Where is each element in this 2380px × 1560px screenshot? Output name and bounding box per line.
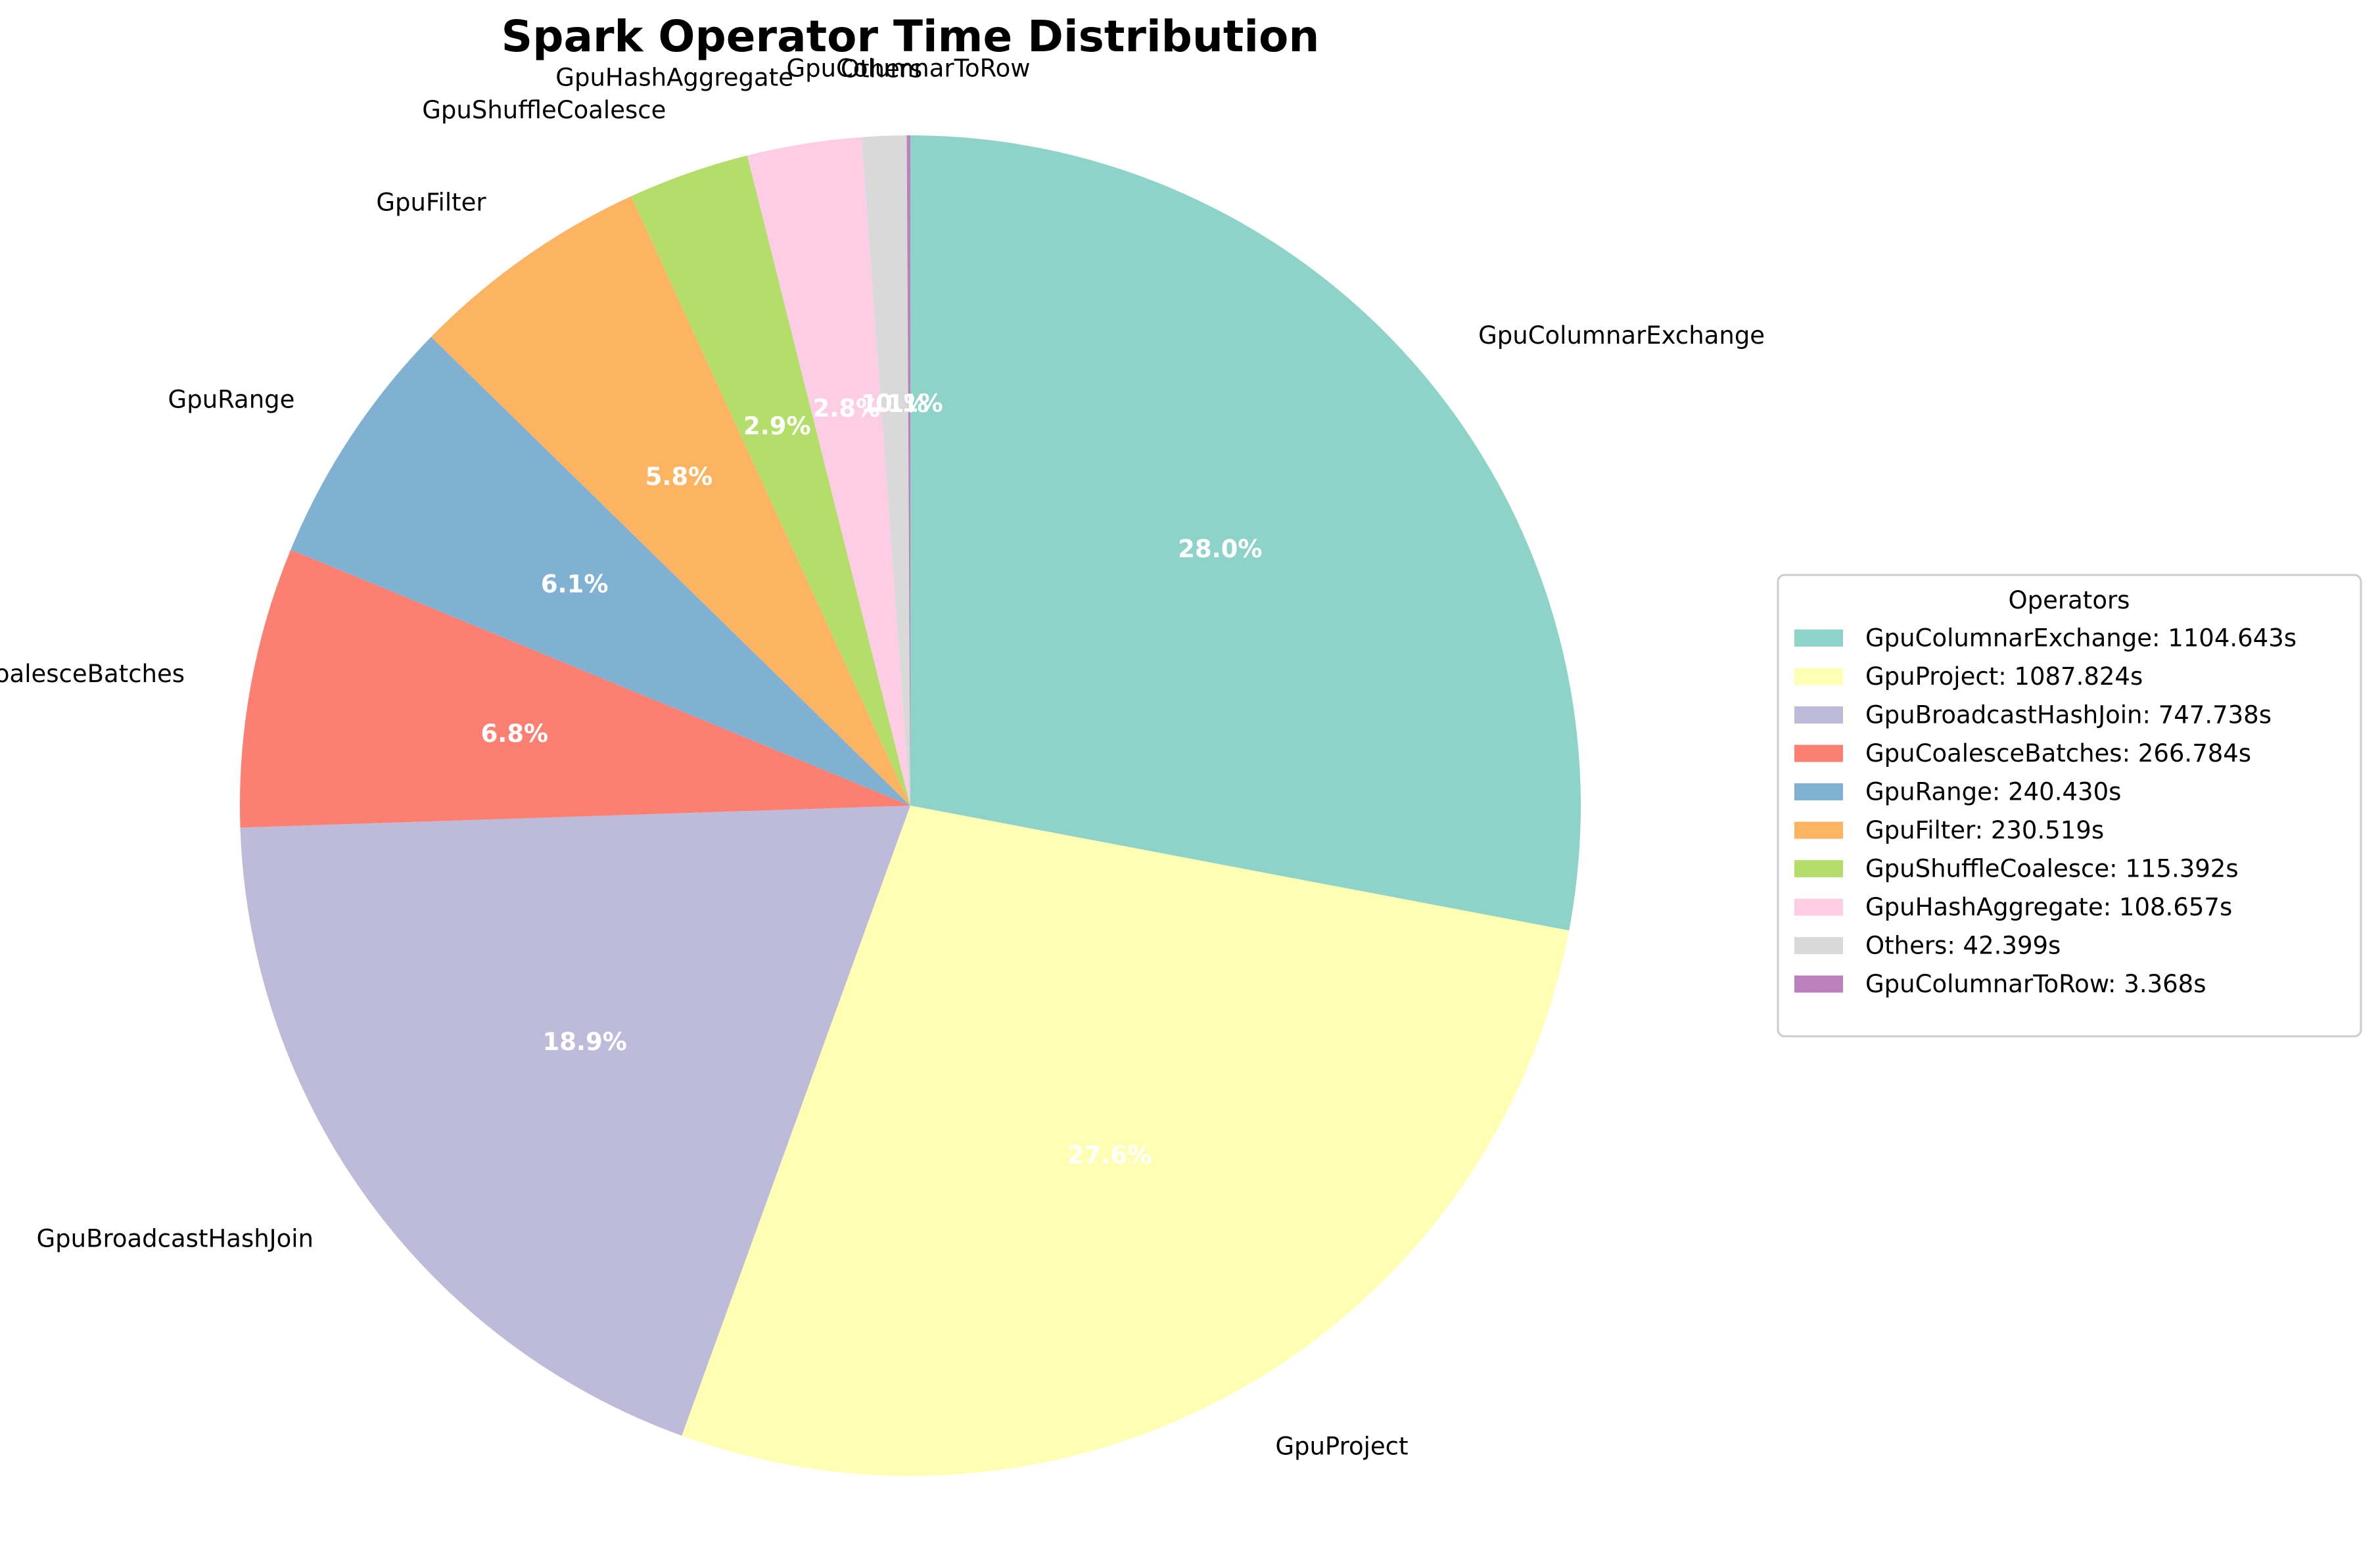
pct-label-gpucoalescebatches: 6.8%	[481, 720, 549, 748]
pct-label-gpuhashaggregate: 2.8%	[813, 394, 881, 423]
legend-label-gpuproject: GpuProject: 1087.824s	[1865, 662, 2143, 691]
legend-title: Operators	[2009, 586, 2130, 614]
legend-swatch-gpuproject	[1794, 668, 1843, 685]
slice-label-gpurange: GpuRange	[168, 386, 295, 414]
pct-label-others: 1.1%	[861, 390, 929, 418]
slice-label-gpubroadcasthashjoin: GpuBroadcastHashJoin	[36, 1225, 314, 1253]
legend-label-gpucoalescebatches: GpuCoalesceBatches: 266.784s	[1865, 739, 2251, 768]
percentage-labels: 28.0% 27.6% 18.9% 6.8% 6.1% 5.8% 2.9%2.8%1.1%0…	[481, 390, 1263, 1170]
legend-label-gpucolumnarexchange: GpuColumnarExchange: 1104.643s	[1865, 624, 2297, 653]
legend-label-gpubroadcasthashjoin: GpuBroadcastHashJoin: 747.738s	[1865, 701, 2272, 729]
slice-label-gpucoalescebatches: GpuCoalesceBatches	[0, 660, 185, 688]
legend-swatch-gpuhashaggregate	[1794, 898, 1843, 916]
legend: Operators GpuColumnarExchange: 1104.643s…	[1777, 574, 2362, 1038]
pct-label-gpurange: 6.1%	[541, 570, 609, 599]
slice-label-gpucolumnartorow: GpuColumnarToRow	[786, 55, 1030, 83]
legend-label-gpushufflecoalesce: GpuShuffleCoalesce: 115.392s	[1865, 855, 2239, 883]
pie-slice-gpubroadcasthashjoin	[240, 806, 911, 1436]
slice-label-others: Others	[841, 55, 922, 83]
legend-swatch-gpucolumnartorow	[1794, 975, 1843, 993]
pie-slice-gpuhashaggregate	[747, 137, 910, 806]
legend-swatch-gpurange	[1794, 783, 1843, 800]
pct-label-gpufilter: 5.8%	[645, 463, 713, 491]
category-labels: GpuColumnarExchange GpuProject GpuBroadcas…	[0, 55, 1765, 1461]
legend-label-others: Others: 42.399s	[1865, 932, 2061, 960]
slice-label-gpuhashaggregate: GpuHashAggregate	[555, 64, 793, 92]
legend-label-gpuhashaggregate: GpuHashAggregate: 108.657s	[1865, 893, 2232, 921]
slice-label-gpucolumnarexchange: GpuColumnarExchange	[1478, 321, 1765, 350]
pct-label-gpucolumnarexchange: 28.0%	[1178, 535, 1262, 563]
pie-slice-gpufilter	[431, 196, 910, 806]
legend-frame	[1777, 574, 2362, 1038]
pie-slice-gpuproject	[682, 806, 1570, 1476]
pct-label-gpucolumnartorow: 0.1%	[875, 390, 943, 418]
legend-items: GpuColumnarExchange: 1104.643s GpuProject…	[1794, 624, 2297, 998]
slice-label-gpuproject: GpuProject	[1275, 1432, 1408, 1460]
legend-swatch-gpubroadcasthashjoin	[1794, 706, 1843, 723]
pct-label-gpubroadcasthashjoin: 18.9%	[543, 1028, 627, 1056]
pie-slice-gpurange	[291, 336, 910, 806]
pie-slice-gpucolumnarexchange	[910, 135, 1581, 930]
slice-label-gpushufflecoalesce: GpuShuffleCoalesce	[422, 96, 666, 124]
pie-slice-gpucoalescebatches	[240, 549, 910, 828]
pie-slice-others	[861, 135, 910, 806]
pie-slice-gpushufflecoalesce	[631, 155, 910, 806]
legend-label-gpurange: GpuRange: 240.430s	[1865, 778, 2121, 806]
legend-swatch-gpushufflecoalesce	[1794, 860, 1843, 877]
legend-swatch-others	[1794, 937, 1843, 954]
pct-label-gpushufflecoalesce: 2.9%	[743, 412, 811, 440]
slice-label-gpufilter: GpuFilter	[376, 189, 486, 217]
legend-label-gpufilter: GpuFilter: 230.519s	[1865, 816, 2104, 844]
pie-slice-gpucolumnartorow	[906, 135, 910, 806]
legend-label-gpucolumnartorow: GpuColumnarToRow: 3.368s	[1865, 970, 2206, 998]
chart-title: Spark Operator Time Distribution	[502, 11, 1320, 62]
pie-slices	[240, 135, 1581, 1476]
legend-swatch-gpucoalescebatches	[1794, 745, 1843, 762]
legend-swatch-gpufilter	[1794, 821, 1843, 839]
pct-label-gpuproject: 27.6%	[1067, 1141, 1152, 1169]
legend-swatch-gpucolumnarexchange	[1794, 630, 1843, 647]
